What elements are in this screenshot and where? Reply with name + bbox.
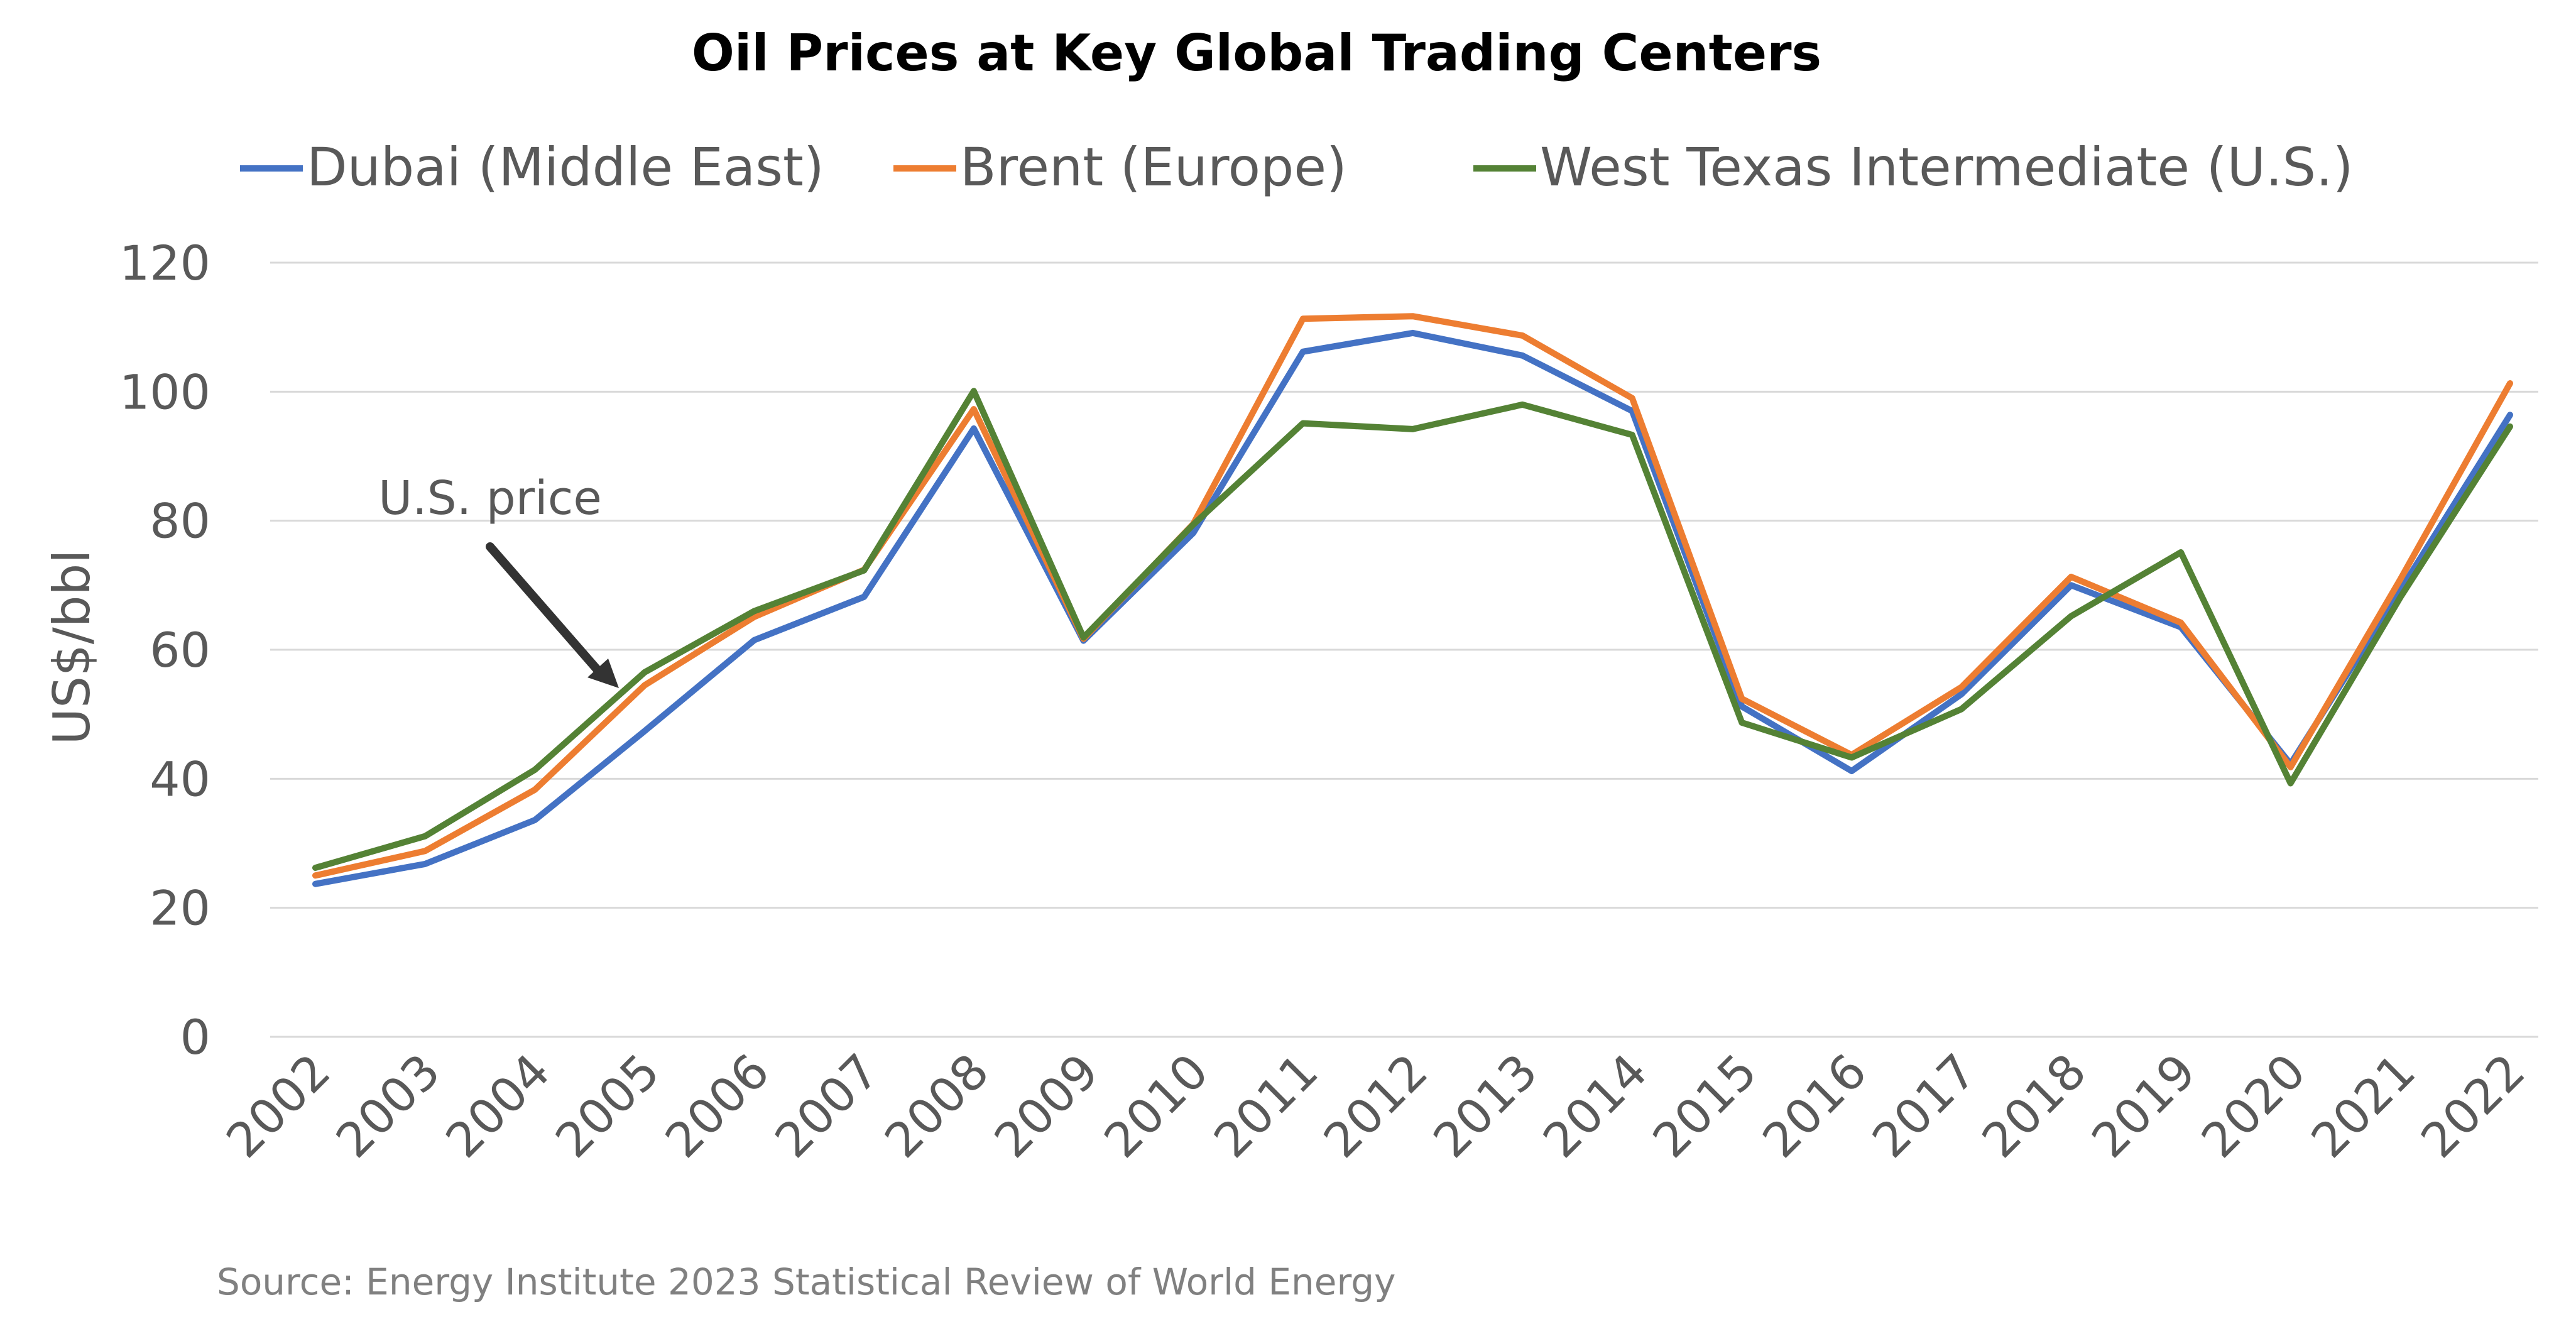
x-tick-label: 2019 xyxy=(2081,1043,2207,1169)
x-axis-ticks: 2002200320042005200620072008200920102011… xyxy=(216,1043,2536,1169)
legend-label: Dubai (Middle East) xyxy=(307,136,824,198)
x-tick-label: 2010 xyxy=(1093,1043,1219,1169)
x-tick-label: 2020 xyxy=(2191,1043,2317,1169)
legend-label: Brent (Europe) xyxy=(960,136,1347,198)
x-tick-label: 2015 xyxy=(1642,1043,1767,1169)
annotation-arrowhead xyxy=(587,659,619,688)
annotation: U.S. price xyxy=(378,471,619,688)
y-axis-label: US$/bbl xyxy=(43,550,101,745)
x-tick-label: 2011 xyxy=(1203,1043,1329,1169)
x-tick-label: 2017 xyxy=(1862,1043,1987,1169)
x-tick-label: 2016 xyxy=(1752,1043,1877,1169)
gridlines xyxy=(270,261,2538,1038)
x-tick-label: 2018 xyxy=(1971,1043,2097,1169)
x-tick-label: 2005 xyxy=(545,1043,670,1169)
x-tick-label: 2022 xyxy=(2410,1043,2536,1169)
y-tick-label: 100 xyxy=(119,364,210,420)
y-tick-label: 0 xyxy=(180,1009,210,1065)
x-tick-label: 2007 xyxy=(764,1043,890,1169)
annotation-arrow xyxy=(486,542,601,674)
y-tick-label: 80 xyxy=(150,493,210,549)
x-tick-label: 2002 xyxy=(216,1043,341,1169)
y-tick-label: 60 xyxy=(150,622,210,678)
y-axis-ticks: 0 20 40 60 80 100 120 xyxy=(119,235,210,1065)
x-tick-label: 2014 xyxy=(1532,1043,1658,1169)
y-tick-label: 20 xyxy=(150,880,210,936)
x-tick-label: 2003 xyxy=(325,1043,451,1169)
series-line-2 xyxy=(312,388,2513,871)
source-note: Source: Energy Institute 2023 Statistica… xyxy=(217,1261,1395,1303)
y-tick-label: 120 xyxy=(119,235,210,291)
series-line-1 xyxy=(312,313,2513,879)
x-tick-label: 2009 xyxy=(984,1043,1110,1169)
x-tick-label: 2012 xyxy=(1313,1043,1439,1169)
chart-title: Oil Prices at Key Global Trading Centers xyxy=(692,24,1821,82)
x-tick-label: 2006 xyxy=(655,1043,780,1169)
legend-label: West Texas Intermediate (U.S.) xyxy=(1540,136,2354,198)
y-tick-label: 40 xyxy=(150,751,210,807)
x-tick-label: 2008 xyxy=(874,1043,1000,1169)
x-tick-label: 2004 xyxy=(435,1043,560,1169)
x-tick-label: 2013 xyxy=(1422,1043,1548,1169)
legend: Dubai (Middle East) Brent (Europe) West Te… xyxy=(240,136,2354,198)
series-line-0 xyxy=(312,329,2513,887)
annotation-text: U.S. price xyxy=(378,471,602,525)
series-lines xyxy=(312,313,2513,887)
x-tick-label: 2021 xyxy=(2300,1043,2426,1169)
